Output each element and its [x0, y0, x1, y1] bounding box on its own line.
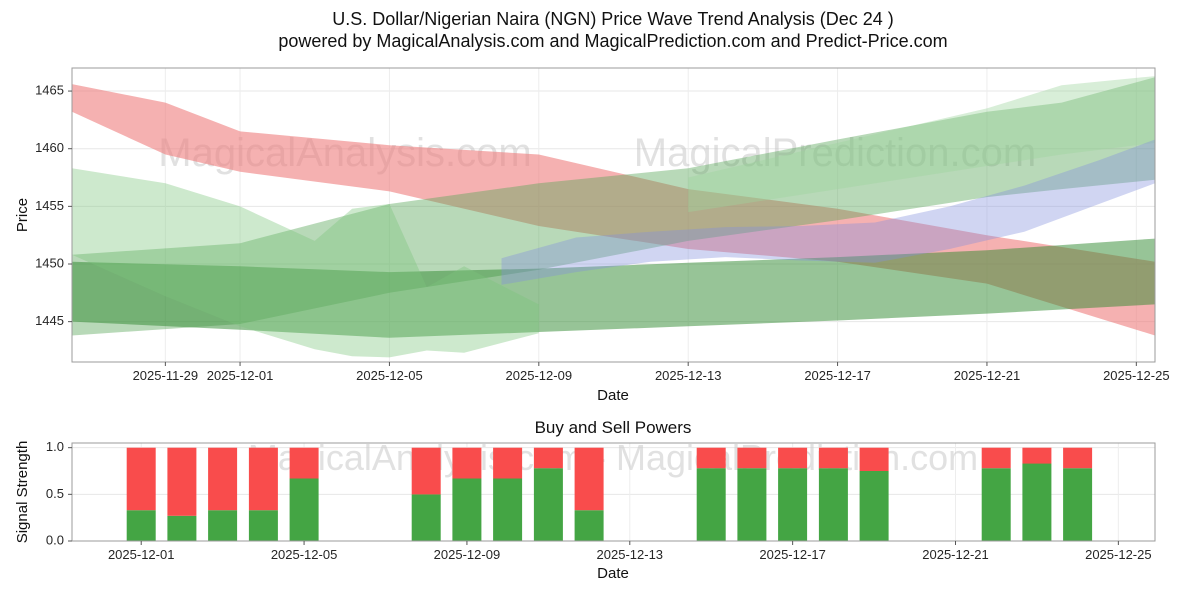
y-tick-label: 1455	[35, 198, 64, 213]
buy-bar-segment	[411, 494, 441, 541]
buy-bar-segment	[778, 468, 808, 541]
buy-bar-segment	[737, 468, 767, 541]
x-tick-label: 2025-12-09	[434, 547, 501, 562]
x-tick-label: 2025-12-17	[804, 368, 871, 383]
sell-bar-segment	[778, 447, 808, 469]
sell-bar-segment	[126, 447, 156, 511]
signals-plot-border	[71, 442, 1156, 542]
sell-bar-segment	[981, 447, 1011, 469]
sell-bar-segment	[859, 447, 889, 471]
y-tick-label: 1450	[35, 255, 64, 270]
date-axis-label-bottom: Date	[597, 565, 629, 582]
buy-bar-segment	[818, 468, 848, 541]
sell-bar-segment	[289, 447, 319, 479]
x-tick-label: 2025-12-25	[1103, 368, 1170, 383]
signal-bars	[126, 447, 1093, 541]
y-tick-label: 0.5	[46, 486, 64, 501]
sell-bar-segment	[208, 447, 238, 511]
y-tick-label: 1460	[35, 140, 64, 155]
signals-chart-axes: 0.0 0.5 1.0 2025-12-01 2025-12-05 2025-12-09 2…	[46, 439, 1152, 562]
x-tick-label: 2025-12-17	[759, 547, 826, 562]
x-tick-label: 2025-12-21	[954, 368, 1021, 383]
sell-bar-segment	[248, 447, 278, 511]
x-tick-label: 2025-12-25	[1085, 547, 1152, 562]
x-tick-label: 2025-12-13	[655, 368, 722, 383]
buy-bar-segment	[289, 478, 319, 541]
sell-bar-segment	[1022, 447, 1052, 464]
x-tick-label: 2025-12-05	[271, 547, 338, 562]
sell-bar-segment	[1063, 447, 1093, 469]
buy-bar-segment	[1022, 463, 1052, 541]
price-band-sell-pressure	[72, 84, 1155, 336]
watermark-magicalprediction: MagicalPrediction.com	[634, 131, 1036, 175]
sell-bar-segment	[493, 447, 523, 479]
date-axis-label-top: Date	[597, 387, 629, 404]
buy-bar-segment	[1063, 468, 1093, 541]
watermark-combined: MagicalAnalysis.com - MagicalPrediction.…	[248, 437, 978, 478]
x-tick-label: 2025-12-01	[108, 547, 175, 562]
sell-bar-segment	[533, 447, 563, 469]
sell-bar-segment	[696, 447, 726, 469]
price-chart-axes: 1445 1450 1455 1460 1465 2025-11-29 2025-12-01…	[35, 82, 1169, 383]
signals-chart-title: Buy and Sell Powers	[535, 418, 692, 437]
price-band-early-decline	[72, 168, 539, 358]
x-tick-label: 2025-12-01	[207, 368, 274, 383]
buy-bar-segment	[167, 515, 197, 541]
buy-bar-segment	[981, 468, 1011, 541]
y-tick-label: 1445	[35, 313, 64, 328]
signal-axis-label: Signal Strength	[14, 441, 31, 544]
price-band-support	[72, 238, 1155, 338]
buy-bar-segment	[126, 510, 156, 541]
x-tick-label: 2025-12-05	[356, 368, 423, 383]
price-band-forecast	[501, 139, 1155, 285]
x-tick-label: 2025-12-09	[506, 368, 573, 383]
sell-bar-segment	[167, 447, 197, 516]
x-tick-label: 2025-12-13	[597, 547, 664, 562]
price-wave-bands	[72, 76, 1155, 358]
sell-bar-segment	[574, 447, 604, 511]
x-tick-label: 2025-11-29	[133, 368, 199, 383]
buy-bar-segment	[859, 471, 889, 541]
buy-bar-segment	[533, 468, 563, 541]
buy-bar-segment	[696, 468, 726, 541]
page-title: U.S. Dollar/Nigerian Naira (NGN) Price W…	[332, 9, 894, 29]
page-subtitle: powered by MagicalAnalysis.com and Magic…	[278, 31, 947, 51]
sell-bar-segment	[452, 447, 482, 479]
buy-bar-segment	[208, 510, 238, 541]
x-tick-label: 2025-12-21	[922, 547, 989, 562]
price-band-late-rally	[688, 76, 1155, 213]
y-tick-label: 1.0	[46, 439, 64, 454]
y-tick-label: 1465	[35, 82, 64, 97]
price-plot-border	[71, 67, 1156, 363]
buy-bar-segment	[248, 510, 278, 541]
price-axis-label: Price	[14, 198, 31, 232]
buy-bar-segment	[493, 478, 523, 541]
sell-bar-segment	[737, 447, 767, 469]
buy-bar-segment	[452, 478, 482, 541]
sell-bar-segment	[818, 447, 848, 469]
sell-bar-segment	[411, 447, 441, 495]
y-tick-label: 0.0	[46, 532, 64, 547]
buy-bar-segment	[574, 510, 604, 541]
